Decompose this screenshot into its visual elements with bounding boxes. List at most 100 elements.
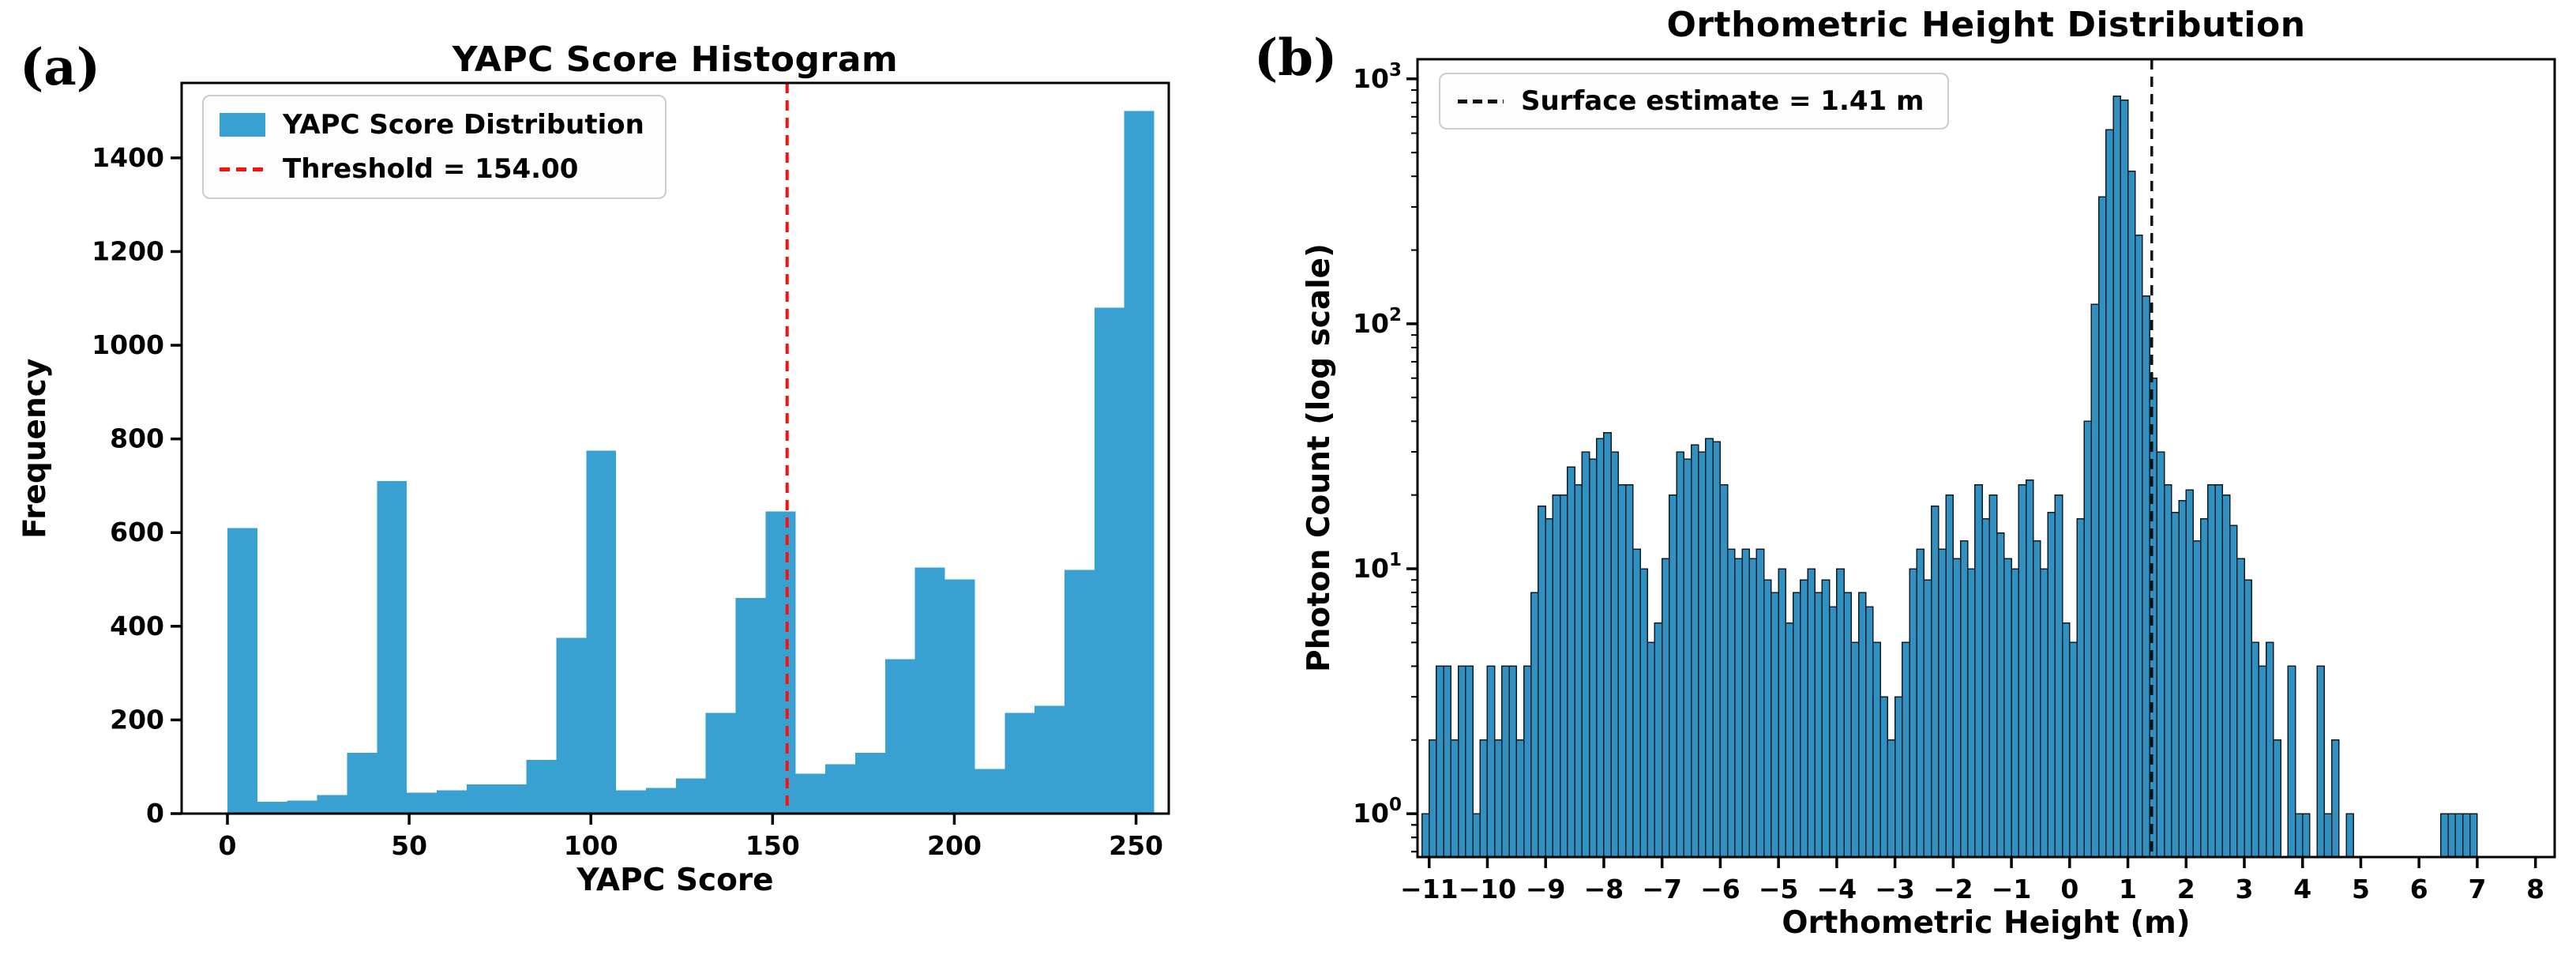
- histogram-bar: [1421, 813, 1430, 858]
- y-tick-label: 102: [1353, 305, 1402, 339]
- y-tick-label: 400: [110, 611, 164, 641]
- x-tick-label: −5: [1759, 874, 1799, 904]
- histogram-bar: [2061, 622, 2071, 858]
- histogram-bar: [2047, 511, 2056, 858]
- panel-a-label: (a): [20, 38, 101, 97]
- histogram-bar: [257, 802, 287, 814]
- histogram-bar: [1872, 641, 1881, 858]
- x-tick-label: 0: [2060, 874, 2078, 904]
- histogram-bar: [1857, 592, 1867, 858]
- axis-ticks: −11 −10 −9 −8 −7 −6 −5 −4 −3 −2 −1 0 1 2 3 4 5 6 7 81001011…: [1353, 60, 2544, 904]
- histogram-bar: [317, 795, 347, 814]
- x-tick-label: 7: [2468, 874, 2486, 904]
- histogram-bar: [1952, 558, 1962, 858]
- histogram-bar: [1756, 548, 1765, 858]
- histogram-bar: [1515, 739, 1525, 858]
- histogram-bar: [2076, 517, 2085, 858]
- histogram-bar: [2294, 813, 2304, 858]
- histogram-bar: [2011, 568, 2020, 858]
- histogram-bar: [1683, 458, 1692, 858]
- histogram-bar: [2192, 540, 2202, 858]
- histogram-bar: [1792, 592, 1801, 858]
- histogram-bar: [2105, 129, 2114, 858]
- histogram-bar: [556, 637, 587, 814]
- histogram-bar: [1879, 696, 1889, 858]
- histogram-bar: [1639, 568, 1648, 858]
- histogram-bar: [1428, 739, 1437, 858]
- histogram-bar: [1807, 568, 1816, 858]
- ortho-histogram-svg: −11 −10 −9 −8 −7 −6 −5 −4 −3 −2 −1 0 1 2 3 4 5 6 7 81001011…: [1353, 58, 2556, 904]
- histogram-bar: [1457, 665, 1466, 858]
- chart-b-title: Orthometric Height Distribution: [1666, 5, 2306, 45]
- histogram-bar: [2236, 558, 2245, 858]
- histogram-bar: [2301, 813, 2311, 858]
- histogram-bar: [1465, 665, 1474, 858]
- histogram-bar: [1035, 705, 1065, 814]
- histogram-bar: [1595, 438, 1605, 858]
- histogram-bar: [1654, 622, 1663, 858]
- histogram-bar: [2178, 499, 2187, 858]
- histogram-bar: [1894, 696, 1903, 858]
- histogram-bar: [2258, 665, 2267, 858]
- histogram-bar: [795, 773, 826, 814]
- legend-item-surface: Surface estimate = 1.41 m: [1458, 85, 1924, 117]
- legend-dashed-line-icon: [220, 167, 265, 171]
- histogram-bar: [2214, 484, 2224, 858]
- x-tick-label: 250: [1109, 830, 1163, 861]
- x-tick-label: 150: [745, 830, 800, 861]
- histogram-bar: [1763, 579, 1772, 858]
- histogram-bar: [1538, 506, 1546, 858]
- histogram-bar: [2142, 295, 2150, 858]
- legend-label: Surface estimate = 1.41 m: [1521, 85, 1924, 117]
- histogram-bar: [2229, 524, 2238, 858]
- histogram-bar: [1916, 548, 1925, 858]
- histogram-bar: [2054, 494, 2063, 858]
- histogram-bar: [2083, 420, 2093, 858]
- histogram-bar: [1741, 548, 1751, 858]
- x-tick-label: 3: [2236, 874, 2254, 904]
- histogram-bar: [1778, 568, 1787, 858]
- histogram-bar: [1559, 494, 1568, 858]
- histogram-bar: [646, 788, 676, 814]
- histogram-bar: [1705, 438, 1714, 858]
- histogram-bar: [1938, 548, 1947, 858]
- histogram-bar: [1909, 568, 1918, 858]
- histogram-bar: [1843, 592, 1853, 858]
- panel-b-label: (b): [1254, 28, 1338, 88]
- histogram-bar: [1094, 307, 1125, 814]
- histogram-bar: [1472, 813, 1481, 858]
- x-tick-label: 4: [2293, 874, 2311, 904]
- histogram-bar: [1864, 606, 1874, 858]
- histogram-bar: [1930, 506, 1940, 858]
- histogram-bar: [1617, 484, 1627, 858]
- histogram-bar: [2454, 813, 2464, 858]
- plot-frame: [180, 81, 1170, 815]
- histogram-bar: [1545, 517, 1554, 858]
- yapc-histogram-svg: 0 50 100 150 200 250 0 200 400 600 800 1000 1200 1400: [92, 81, 1170, 861]
- histogram-bar: [1610, 451, 1620, 858]
- histogram-bar: [2003, 558, 2012, 858]
- histogram-bar: [1996, 532, 2005, 858]
- y-tick-label: 1400: [92, 142, 164, 173]
- histogram-bar: [2461, 813, 2471, 858]
- x-tick-label: 50: [391, 830, 427, 861]
- histogram-bar: [2251, 641, 2260, 858]
- histogram-bar: [287, 800, 317, 814]
- histogram-bar: [2345, 813, 2355, 858]
- histogram-bar: [2316, 665, 2326, 858]
- chart-a-legend: YAPC Score Distribution Threshold = 154.…: [202, 95, 667, 199]
- y-tick-label: 600: [110, 517, 164, 547]
- histogram-bar: [2469, 813, 2478, 858]
- y-tick-label: 100: [1353, 795, 1402, 829]
- histogram-bar: [2163, 484, 2172, 858]
- histogram-bar: [1771, 592, 1779, 858]
- histogram-bar: [1493, 739, 1503, 858]
- histogram-bar: [2120, 99, 2129, 858]
- histogram-bar: [227, 528, 257, 814]
- histogram-bar: [2090, 303, 2100, 858]
- histogram-bar: [1902, 641, 1910, 858]
- histogram-bar: [1785, 622, 1794, 858]
- histogram-bar: [1443, 665, 1452, 858]
- histogram-bar: [1486, 665, 1496, 858]
- histogram-bar: [1988, 494, 1998, 858]
